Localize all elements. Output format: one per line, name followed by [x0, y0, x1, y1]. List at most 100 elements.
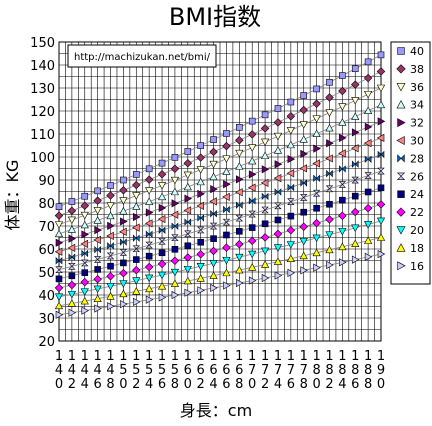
data-point	[132, 287, 141, 295]
data-point	[223, 281, 231, 290]
data-point	[351, 80, 360, 89]
data-point	[55, 275, 63, 283]
data-point	[54, 283, 64, 293]
data-point	[55, 310, 64, 319]
legend-label: 36	[410, 81, 424, 94]
data-point	[94, 187, 101, 195]
data-point	[260, 260, 270, 268]
series-20	[54, 217, 386, 302]
data-point	[170, 268, 180, 277]
data-point	[261, 192, 269, 201]
data-point	[364, 58, 372, 66]
data-point	[338, 211, 347, 220]
data-point	[67, 243, 76, 252]
data-point	[80, 288, 89, 296]
data-point	[209, 222, 218, 230]
data-point	[210, 136, 217, 143]
data-point	[312, 129, 321, 138]
data-point	[158, 159, 166, 167]
data-point	[338, 149, 346, 158]
data-point	[377, 51, 385, 59]
data-point	[377, 167, 385, 175]
y-tick-label: 130	[30, 82, 55, 97]
y-axis-title: 体重：KG	[3, 160, 22, 231]
series-36	[54, 84, 386, 229]
data-point	[158, 203, 167, 213]
data-point	[68, 308, 77, 317]
legend-item: 20	[396, 224, 424, 237]
data-point	[273, 146, 283, 154]
y-tick-label: 140	[30, 59, 55, 74]
data-point	[106, 282, 115, 291]
data-point	[248, 276, 257, 285]
legend-label: 38	[410, 63, 424, 76]
data-point	[132, 202, 141, 210]
data-point	[209, 172, 218, 181]
series-line	[58, 170, 382, 271]
data-point	[132, 212, 141, 222]
data-point	[338, 118, 347, 126]
data-point	[157, 214, 166, 224]
data-point	[338, 86, 347, 96]
data-point	[300, 92, 308, 99]
data-point	[183, 276, 192, 285]
data-point	[326, 260, 334, 270]
data-point	[274, 105, 282, 112]
legend-label: 16	[410, 260, 424, 273]
data-point	[55, 238, 64, 247]
data-point	[94, 226, 102, 235]
data-point	[274, 188, 282, 196]
data-point	[363, 73, 373, 83]
data-point	[157, 192, 167, 201]
data-point	[81, 230, 89, 239]
data-point	[67, 216, 76, 225]
data-point	[313, 204, 320, 212]
data-point	[325, 154, 333, 163]
data-point	[286, 254, 295, 263]
data-point	[54, 301, 64, 310]
data-point	[145, 295, 154, 304]
data-point	[287, 98, 295, 106]
legend-marker	[397, 47, 405, 55]
legend-label: 32	[410, 117, 424, 130]
data-point	[222, 243, 231, 252]
series-30	[54, 133, 385, 256]
data-point	[107, 262, 114, 270]
data-point	[94, 266, 101, 273]
url-annotation: http://machizukan.net/bmi/	[74, 52, 211, 63]
legend-marker	[396, 243, 406, 252]
data-point	[196, 226, 205, 234]
data-point	[80, 296, 89, 305]
data-point	[67, 225, 76, 233]
data-point	[326, 78, 333, 86]
data-point	[132, 245, 141, 253]
data-point	[132, 223, 140, 232]
legend-label: 28	[410, 152, 424, 165]
data-point	[210, 283, 218, 293]
data-point	[351, 112, 360, 120]
data-point	[261, 220, 269, 228]
data-point	[286, 111, 296, 121]
legend-marker	[396, 135, 405, 146]
data-point	[55, 266, 63, 274]
data-point	[313, 144, 321, 153]
data-point	[313, 174, 320, 183]
legend-items: 40 38 36 34 32 30 28 26 24 22 20 18 16	[396, 45, 424, 273]
data-point	[184, 148, 192, 155]
data-point	[119, 268, 128, 278]
data-point	[312, 99, 321, 109]
data-point	[222, 192, 230, 201]
data-point	[210, 235, 217, 242]
data-point	[339, 258, 347, 267]
data-point	[119, 206, 128, 215]
data-point	[170, 210, 179, 219]
legend-marker	[396, 172, 406, 180]
data-point	[93, 256, 102, 263]
data-point	[299, 164, 308, 173]
data-point	[248, 224, 256, 231]
data-point	[158, 249, 166, 257]
data-point	[120, 238, 127, 246]
